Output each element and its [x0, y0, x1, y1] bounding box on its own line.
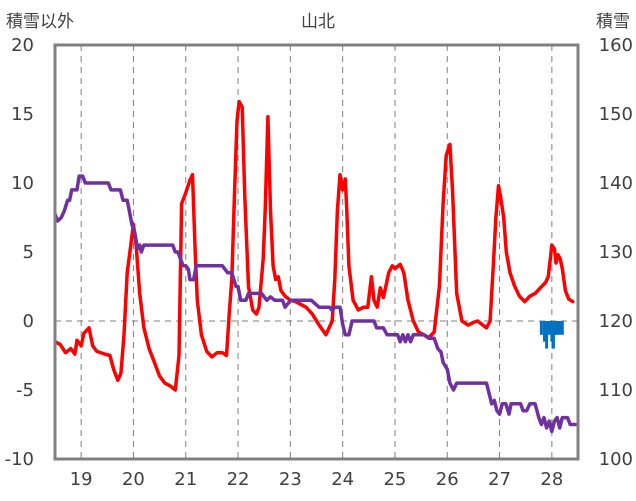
series-line-1 — [55, 99, 575, 392]
y-left-tick-label: 5 — [23, 242, 34, 263]
y-left-tick-label: 15 — [11, 104, 34, 125]
x-tick-label: 25 — [383, 469, 406, 490]
plot-frame — [53, 43, 580, 461]
series-group — [55, 99, 578, 434]
right-axis-label: 積雪 — [596, 12, 630, 32]
gridlines — [55, 45, 578, 459]
y-left-tick-label: 0 — [23, 311, 34, 332]
series-line-2 — [55, 174, 578, 434]
left-axis-label: 積雪以外 — [6, 12, 74, 32]
y-right-tick-label: 120 — [599, 311, 633, 332]
y-right-tick-label: 140 — [599, 173, 633, 194]
x-tick-label: 26 — [436, 469, 459, 490]
x-tick-label: 23 — [279, 469, 302, 490]
x-tick-label: 22 — [227, 469, 250, 490]
axis-ticks: 19 20 21 22 23 24 25 26 27 28 20 15 10 5 0 -5 -10 160 150 1… — [5, 35, 633, 490]
x-tick-label: 24 — [331, 469, 354, 490]
y-right-tick-label: 110 — [599, 380, 633, 401]
y-left-tick-label: 20 — [11, 35, 34, 56]
x-tick-label: 20 — [122, 469, 145, 490]
x-tick-label: 21 — [174, 469, 197, 490]
y-right-tick-label: 130 — [599, 242, 633, 263]
y-right-tick-label: 160 — [599, 35, 633, 56]
y-left-tick-label: 10 — [11, 173, 34, 194]
y-left-tick-label: -10 — [5, 449, 34, 470]
y-right-tick-label: 150 — [599, 104, 633, 125]
x-tick-label: 27 — [488, 469, 511, 490]
y-left-tick-label: -5 — [16, 380, 34, 401]
y-right-tick-label: 100 — [599, 449, 633, 470]
x-tick-label: 19 — [70, 469, 93, 490]
chart-title: 山北 — [301, 12, 335, 32]
x-tick-label: 28 — [540, 469, 563, 490]
